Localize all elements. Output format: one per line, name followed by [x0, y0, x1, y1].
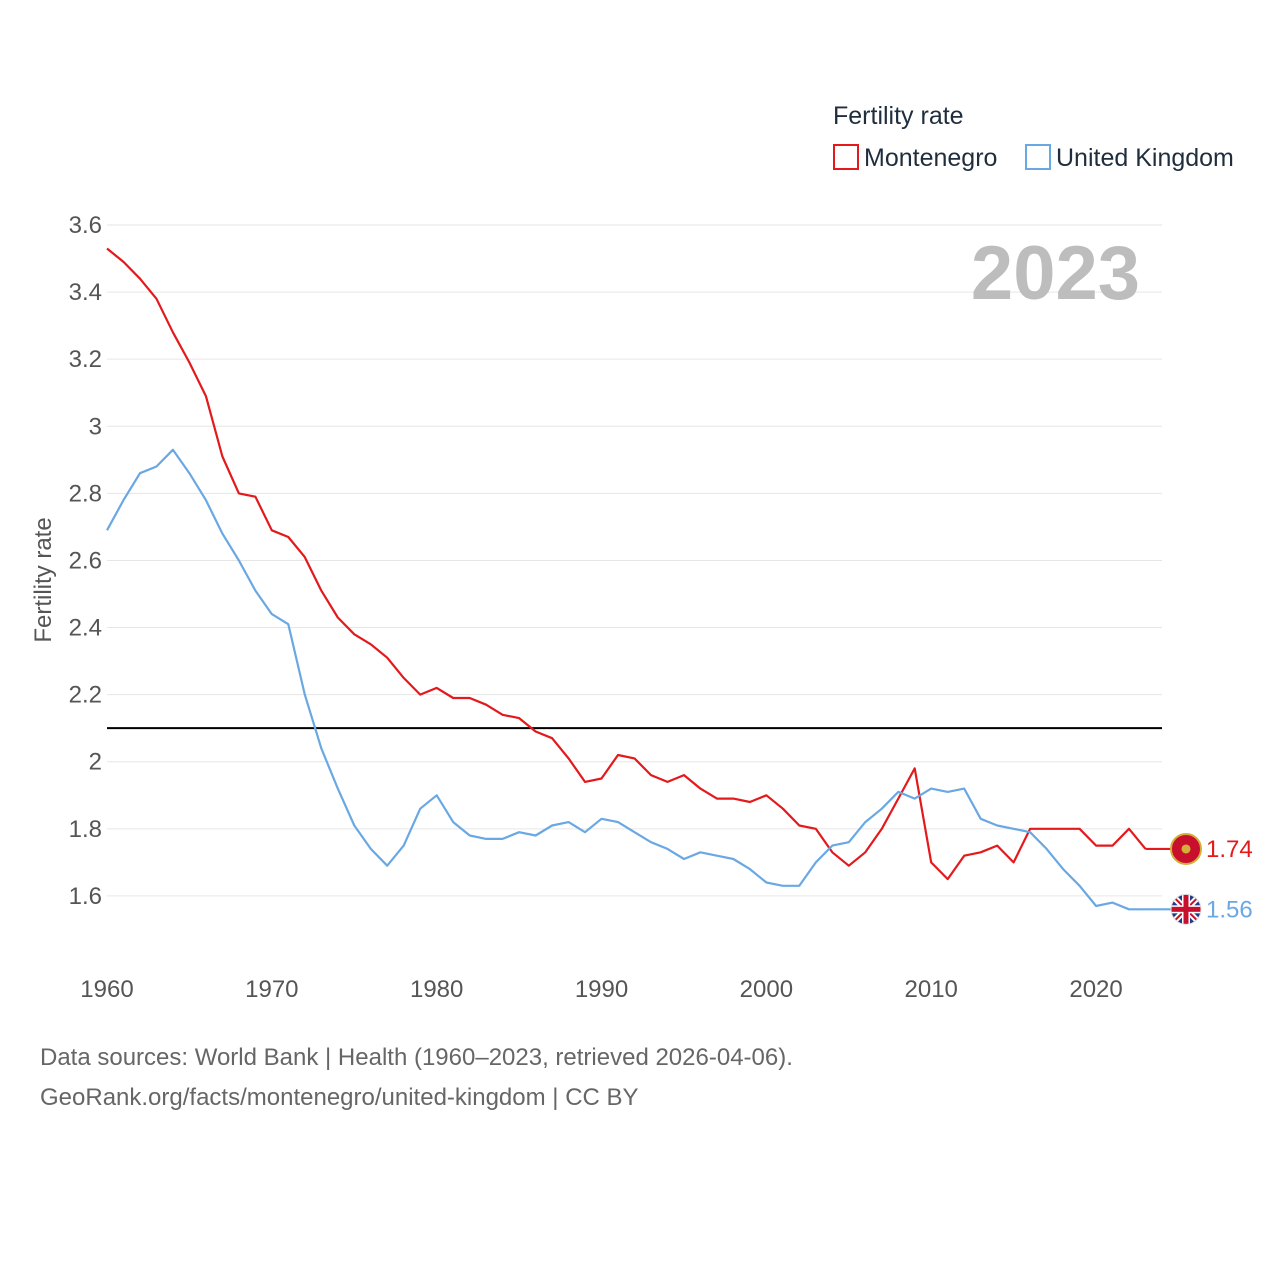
y-tick-label: 2.6 — [69, 547, 102, 574]
end-value-label-united-kingdom: 1.56 — [1206, 896, 1253, 923]
y-tick-label: 3.2 — [69, 346, 102, 373]
y-tick-label: 1.8 — [69, 816, 102, 843]
x-tick-label: 2010 — [905, 976, 958, 1003]
y-tick-label: 3.6 — [69, 212, 102, 239]
gridlines — [107, 224, 1162, 897]
y-tick-label: 2 — [89, 749, 102, 776]
flag-emblem — [1181, 844, 1191, 854]
legend: Fertility rate Montenegro United Kingdom — [833, 102, 1234, 172]
x-tick-label: 1970 — [245, 976, 298, 1003]
x-axis-ticks: 1960 1970 1980 1990 2000 2010 2020 — [80, 976, 1122, 1003]
series-lines — [106, 247, 1186, 911]
legend-title: Fertility rate — [833, 102, 964, 130]
legend-label-montenegro: Montenegro — [864, 144, 997, 172]
legend-label-united-kingdom: United Kingdom — [1056, 144, 1234, 172]
end-markers: 1.74 1.56 — [1170, 832, 1253, 925]
end-value-label-montenegro: 1.74 — [1206, 836, 1253, 863]
x-tick-label: 2020 — [1069, 976, 1122, 1003]
x-tick-label: 1980 — [410, 976, 463, 1003]
flag-cross-red — [1183, 894, 1189, 925]
y-tick-label: 1.6 — [69, 883, 102, 910]
y-tick-label: 2.2 — [69, 682, 102, 709]
x-tick-label: 2000 — [740, 976, 793, 1003]
y-tick-label: 2.8 — [69, 480, 102, 507]
legend-swatch-united-kingdom — [1025, 144, 1051, 170]
united-kingdom-flag-icon — [1171, 894, 1201, 925]
y-tick-label: 2.4 — [69, 615, 102, 642]
year-label: 2023 — [971, 231, 1140, 316]
series-line-montenegro — [106, 247, 1147, 881]
y-tick-label: 3 — [89, 413, 102, 440]
footer-attribution: GeoRank.org/facts/montenegro/united-king… — [40, 1084, 639, 1111]
y-tick-label: 3.4 — [69, 279, 102, 306]
y-axis-ticks: 1.6 1.8 2 2.2 2.4 2.6 2.8 3 3.2 3.4 3.6 — [69, 212, 102, 910]
flag-border — [1170, 893, 1202, 925]
footer-sources: Data sources: World Bank | Health (1960–… — [40, 1044, 793, 1071]
legend-swatch-montenegro — [833, 144, 859, 170]
x-tick-label: 1960 — [80, 976, 133, 1003]
series-line-united-kingdom — [106, 448, 1146, 911]
x-tick-label: 1990 — [575, 976, 628, 1003]
y-axis-title: Fertility rate — [30, 517, 57, 642]
